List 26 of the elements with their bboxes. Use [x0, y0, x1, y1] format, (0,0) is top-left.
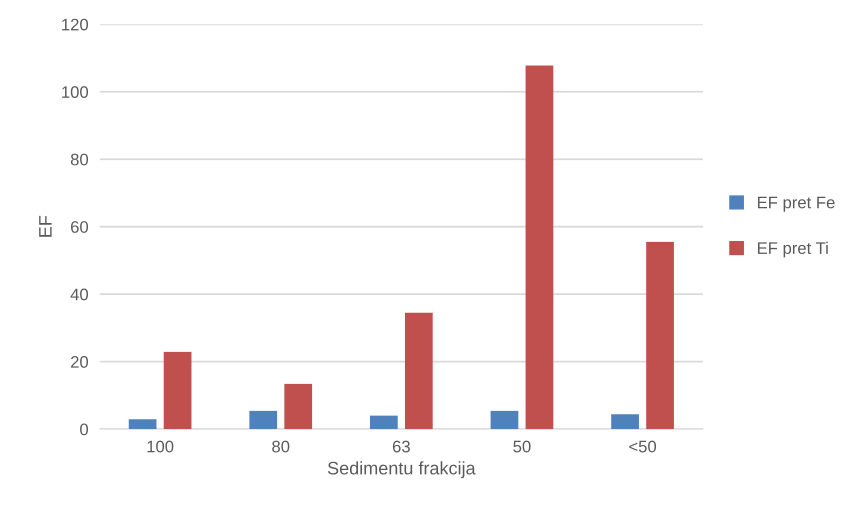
- x-tick-label: 100: [147, 440, 174, 452]
- y-tick-label: 40: [70, 288, 88, 300]
- bar: [404, 312, 433, 430]
- legend-label: EF pret Fe: [758, 196, 835, 212]
- x-tick-label: <50: [629, 440, 656, 452]
- x-axis-title: Sedimentu frakcija: [328, 461, 476, 478]
- bar: [128, 419, 156, 430]
- y-tick-label: 0: [80, 423, 88, 436]
- y-tick-label: 80: [70, 154, 88, 166]
- y-axis-title: EF: [39, 216, 52, 237]
- x-tick-label: 50: [513, 440, 531, 452]
- bar: [370, 416, 398, 430]
- y-tick-label: 20: [70, 356, 88, 368]
- bar: [646, 242, 674, 430]
- bar: [611, 414, 639, 430]
- y-tick-label: 120: [62, 18, 88, 30]
- x-tick-label: 63: [392, 440, 410, 452]
- bar: [284, 384, 312, 430]
- y-tick-label: 60: [71, 221, 88, 233]
- x-tick-label: 80: [272, 440, 290, 452]
- bar: [164, 352, 192, 430]
- bar: [490, 410, 518, 430]
- y-tick-label: 100: [62, 86, 88, 98]
- bar: [249, 410, 278, 430]
- bar: [526, 65, 554, 430]
- legend-label: EF pret Ti: [758, 242, 828, 258]
